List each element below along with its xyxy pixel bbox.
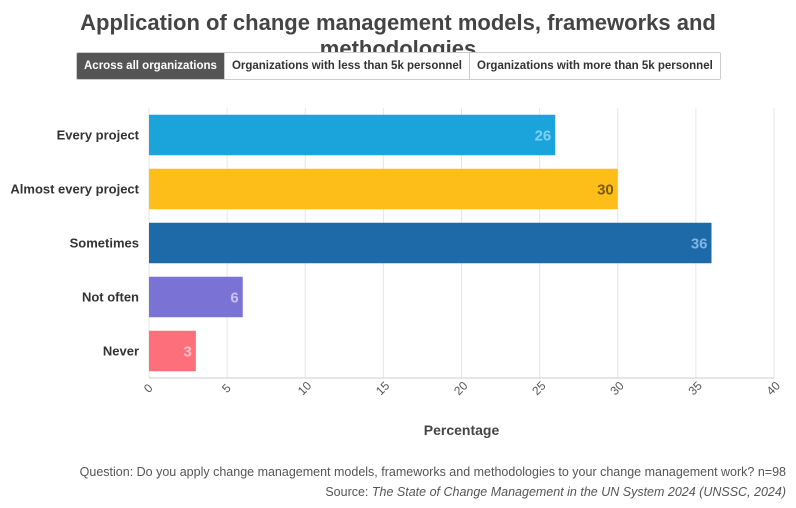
source-prefix: Source: — [325, 485, 372, 499]
category-label: Sometimes — [70, 236, 139, 251]
x-tick-label: 10 — [295, 378, 315, 398]
bar — [149, 222, 712, 264]
category-label: Almost every project — [10, 182, 139, 197]
filter-tabs: Across all organizations Organizations w… — [76, 52, 721, 80]
bar — [149, 330, 196, 372]
x-tick-label: 35 — [685, 378, 705, 398]
source-title: The State of Change Management in the UN… — [371, 485, 786, 499]
tab-less-than-5k[interactable]: Organizations with less than 5k personne… — [224, 53, 470, 79]
bar — [149, 168, 618, 210]
tab-all-organizations[interactable]: Across all organizations — [77, 53, 225, 79]
data-label: 36 — [691, 236, 708, 253]
x-tick-label: 40 — [764, 378, 784, 398]
x-tick-label: 0 — [141, 381, 156, 396]
chart-title: Application of change management models,… — [80, 10, 716, 61]
data-label: 26 — [535, 128, 552, 145]
bar — [149, 114, 556, 156]
x-tick-label: 25 — [529, 378, 549, 398]
data-label: 3 — [184, 344, 192, 361]
x-tick-label: 5 — [219, 381, 234, 396]
category-label: Never — [103, 344, 139, 359]
data-label: 6 — [230, 290, 238, 307]
x-axis-title: Percentage — [424, 422, 500, 438]
category-label: Not often — [82, 290, 139, 305]
source-note: Source: The State of Change Management i… — [80, 482, 786, 502]
bar — [149, 276, 243, 318]
x-tick-label: 30 — [607, 378, 627, 398]
question-note: Question: Do you apply change management… — [79, 465, 786, 479]
x-tick-label: 15 — [373, 378, 393, 398]
data-label: 30 — [597, 182, 614, 199]
chart-footer: Question: Do you apply change management… — [80, 462, 786, 502]
tab-more-than-5k[interactable]: Organizations with more than 5k personne… — [470, 53, 720, 79]
category-label: Every project — [57, 128, 140, 143]
bar-chart: 0 5 10 15 20 25 30 35 40 Percentage Every project 2… — [10, 108, 784, 438]
x-tick-label: 20 — [451, 378, 471, 398]
